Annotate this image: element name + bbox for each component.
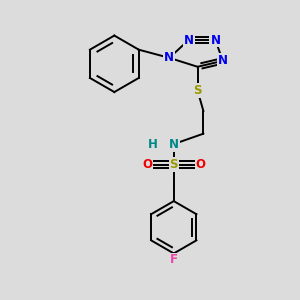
- Text: N: N: [184, 34, 194, 46]
- Text: F: F: [170, 254, 178, 266]
- Text: N: N: [164, 51, 174, 64]
- Text: N: N: [210, 34, 220, 46]
- Text: O: O: [142, 158, 152, 171]
- Text: S: S: [169, 158, 178, 171]
- Text: S: S: [193, 84, 202, 97]
- Text: N: N: [218, 54, 228, 67]
- Text: O: O: [196, 158, 206, 171]
- Text: N: N: [169, 138, 179, 151]
- Text: H: H: [148, 138, 158, 151]
